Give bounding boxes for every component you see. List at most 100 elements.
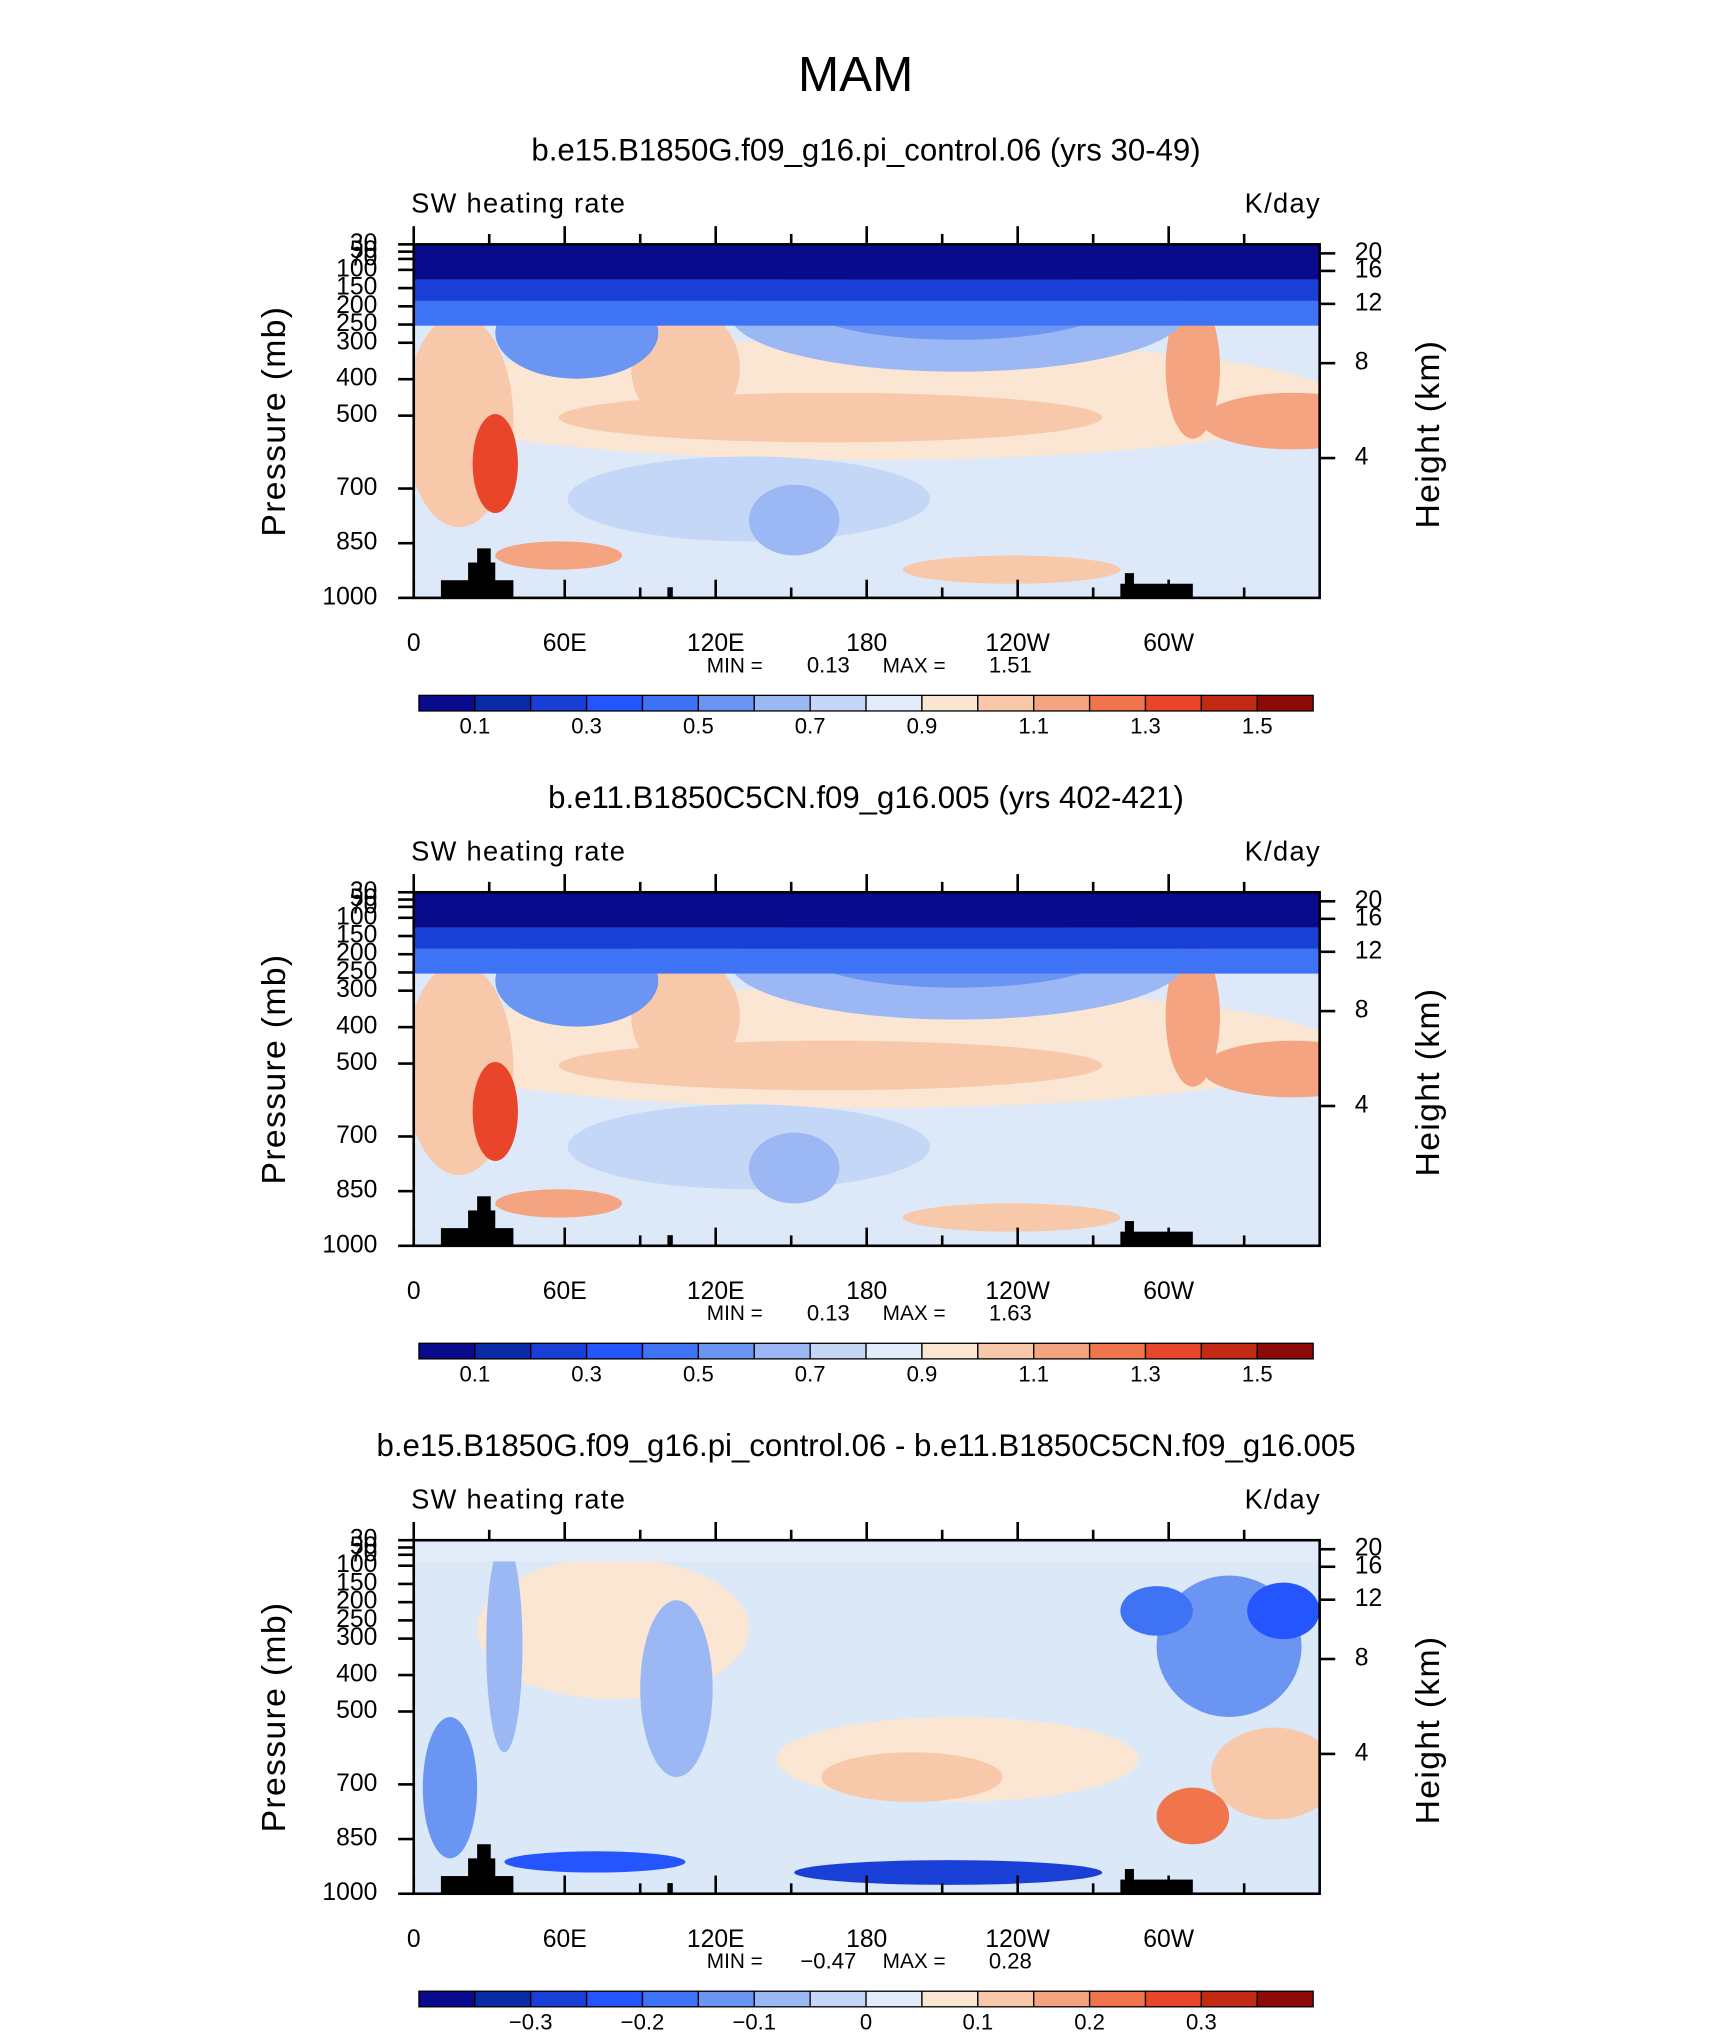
colorbar-box <box>1088 694 1147 712</box>
colorbar-label: 0.5 <box>683 714 714 739</box>
contour-fill <box>413 244 1320 280</box>
contour-fill <box>472 1061 518 1161</box>
colorbar-box <box>921 694 979 712</box>
x-tick-label: 60W <box>1143 1926 1194 1953</box>
colorbar-box <box>753 1342 811 1360</box>
colorbar-label: 0.1 <box>459 714 490 739</box>
colorbar-box <box>1256 1990 1314 2008</box>
x-tick-label: 120W <box>985 1926 1050 1953</box>
contour-fill <box>902 555 1121 584</box>
contour-fill <box>567 1104 931 1190</box>
colorbar-label: 0.7 <box>795 714 826 739</box>
colorbar-box <box>1256 1342 1314 1360</box>
topography <box>477 1844 491 1894</box>
y2-tick-label: 4 <box>1355 1092 1369 1119</box>
colorbar-box <box>753 694 811 712</box>
topography <box>477 1196 491 1246</box>
colorbar-box <box>977 694 1035 712</box>
colorbar-box <box>1144 1990 1203 2008</box>
y-tick-label: 250 <box>336 310 377 337</box>
topography <box>667 1883 673 1894</box>
y-tick-label: 300 <box>336 328 377 355</box>
colorbar-label: 0.9 <box>907 1362 938 1387</box>
y-tick-label: 100 <box>336 1551 377 1578</box>
y-tick-label: 300 <box>336 976 377 1003</box>
x-tick-label: 60E <box>543 1278 587 1305</box>
colorbar-box <box>530 694 588 712</box>
contour-fill <box>794 1860 1103 1885</box>
max-value: 0.28 <box>989 1948 1032 1973</box>
colorbar-box <box>1200 1990 1258 2008</box>
y2-tick-label: 16 <box>1355 1552 1382 1579</box>
contour-fill <box>504 1851 686 1873</box>
colorbar-label: −0.2 <box>621 2010 665 2035</box>
topography <box>1120 1879 1193 1894</box>
colorbar-box <box>697 1990 755 2008</box>
y-tick-label: 30 <box>350 878 377 905</box>
contour-fill <box>413 300 1320 326</box>
colorbar-box <box>865 1990 923 2008</box>
y-tick-label: 50 <box>350 237 377 264</box>
y-tick-label: 200 <box>336 292 377 319</box>
contour-fill <box>748 484 840 556</box>
colorbar-box <box>1200 694 1258 712</box>
colorbar-box <box>641 694 700 712</box>
y2-axis-label: Height (km) <box>1409 988 1447 1177</box>
y-tick-label: 400 <box>336 365 377 392</box>
colorbar-box <box>809 1990 867 2008</box>
colorbar-label: 0.3 <box>1186 2010 1217 2035</box>
colorbar-label: 1.1 <box>1018 1362 1049 1387</box>
y-tick-label: 100 <box>336 903 377 930</box>
contour-fill <box>631 307 740 429</box>
contour-fill <box>1247 1582 1320 1640</box>
contour-fill <box>631 955 740 1077</box>
contour-fill <box>1210 1727 1320 1820</box>
units-label: K/day <box>1245 1483 1321 1514</box>
colorbar-box <box>809 694 867 712</box>
min-value: −0.47 <box>800 1948 856 1973</box>
colorbar-box <box>865 694 923 712</box>
y-tick-label: 70 <box>350 1540 377 1567</box>
colorbar-label: 1.5 <box>1242 1362 1273 1387</box>
chart-title: b.e11.B1850C5CN.f09_g16.005 (yrs 402-421… <box>548 780 1184 815</box>
topography <box>1120 583 1193 598</box>
y-tick-label: 700 <box>336 1770 377 1797</box>
contour-fill <box>413 1540 1320 1562</box>
x-tick-label: 180 <box>846 630 887 657</box>
colorbar-box <box>697 1342 755 1360</box>
x-tick-label: 120E <box>687 630 745 657</box>
y2-tick-label: 4 <box>1355 444 1369 471</box>
y-axis-label: Pressure (mb) <box>255 1602 293 1833</box>
colorbar-label: −0.1 <box>732 2010 776 2035</box>
colorbar-box <box>585 1342 644 1360</box>
colorbar-label: 1.1 <box>1018 714 1049 739</box>
topography <box>1120 1231 1193 1246</box>
y-tick-label: 30 <box>350 1526 377 1553</box>
colorbar-box <box>641 1990 700 2008</box>
colorbar-label: −0.3 <box>509 2010 553 2035</box>
colorbar-box <box>697 694 755 712</box>
colorbar-label: 0.3 <box>571 1362 602 1387</box>
contour-fill <box>486 1540 523 1753</box>
y-tick-label: 50 <box>350 885 377 912</box>
colorbar-label: 0.7 <box>795 1362 826 1387</box>
colorbar-label: 0 <box>860 2010 872 2035</box>
y-tick-label: 70 <box>350 892 377 919</box>
field-label: SW heating rate <box>411 1483 626 1514</box>
topography <box>1124 1221 1134 1246</box>
topography <box>1124 1868 1134 1894</box>
y-tick-label: 850 <box>336 1177 377 1204</box>
y2-tick-label: 20 <box>1355 239 1382 266</box>
max-label: MAX = <box>883 1950 946 1973</box>
y-tick-label: 1000 <box>322 1231 377 1258</box>
x-tick-label: 180 <box>846 1926 887 1953</box>
topography <box>667 1235 673 1246</box>
x-tick-label: 0 <box>407 1926 421 1953</box>
contour-fill <box>821 1752 1003 1802</box>
colorbar-label: 0.1 <box>962 2010 993 2035</box>
x-tick-label: 120E <box>687 1278 745 1305</box>
contour-fill <box>422 1716 478 1859</box>
colorbar-label: 1.3 <box>1130 714 1161 739</box>
y-tick-label: 150 <box>336 274 377 301</box>
y-tick-label: 1000 <box>322 583 377 610</box>
